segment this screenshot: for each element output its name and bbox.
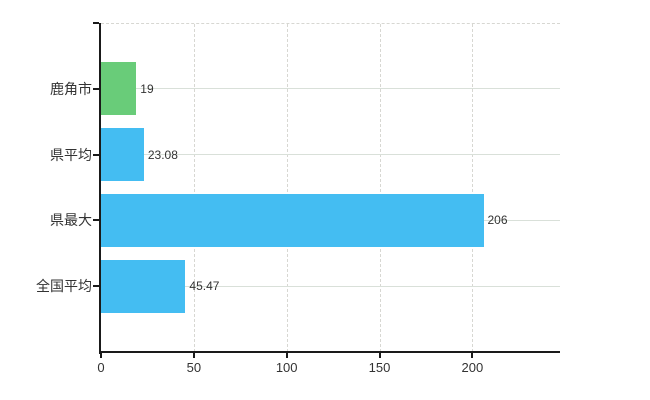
x-tick-label: 200 <box>461 360 484 375</box>
y-axis-tick <box>93 153 99 156</box>
x-tick-label: 150 <box>368 360 391 375</box>
category-label: 県平均 <box>50 146 92 163</box>
y-axis-tick <box>93 87 99 90</box>
x-tick-label: 50 <box>186 360 202 375</box>
h-gridline <box>102 88 560 90</box>
x-tick-label: 100 <box>275 360 298 375</box>
x-tick-label: 0 <box>97 360 105 375</box>
bar-value-label: 23.08 <box>147 147 178 162</box>
y-axis-tick <box>93 219 99 222</box>
h-gridline <box>102 285 560 287</box>
bar-value-label: 206 <box>487 213 508 228</box>
category-label: 全国平均 <box>36 278 92 295</box>
x-axis <box>99 351 560 353</box>
x-axis-tick <box>100 353 102 358</box>
x-axis-tick <box>192 353 195 358</box>
bar <box>101 62 137 116</box>
x-axis-tick <box>285 353 288 358</box>
bar-value-label: 19 <box>140 81 154 96</box>
h-gridline <box>102 154 560 156</box>
plot-top-border <box>101 23 560 24</box>
bar <box>101 128 144 182</box>
v-gridline <box>472 24 474 352</box>
x-axis-tick <box>378 353 381 358</box>
y-axis-end-tick <box>93 22 99 24</box>
v-gridline <box>379 24 381 352</box>
category-label: 鹿角市 <box>50 80 92 97</box>
bar-value-label: 45.47 <box>189 279 220 294</box>
v-gridline <box>193 24 195 352</box>
v-gridline <box>286 24 288 352</box>
category-label: 県最大 <box>50 212 92 229</box>
y-axis <box>99 23 101 354</box>
x-axis-tick <box>471 353 474 358</box>
bar <box>101 193 484 247</box>
bar <box>101 259 186 313</box>
y-axis-tick <box>93 285 99 288</box>
